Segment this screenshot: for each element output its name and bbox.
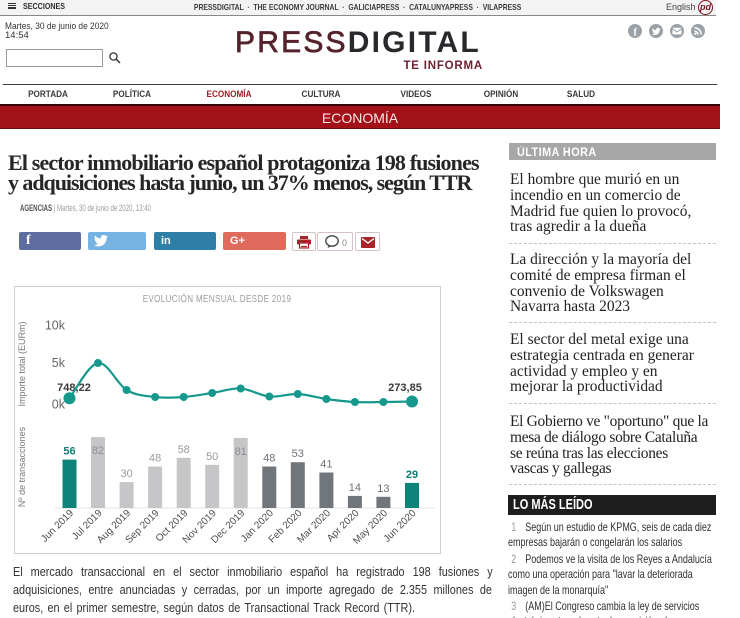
- svg-text:EVOLUCIÓN MENSUAL DESDE 2019: EVOLUCIÓN MENSUAL DESDE 2019: [143, 293, 292, 304]
- svg-text:58: 58: [178, 444, 190, 456]
- svg-text:f: f: [634, 28, 638, 39]
- svg-text:5k: 5k: [52, 356, 66, 370]
- svg-text:0k: 0k: [52, 398, 66, 412]
- svg-text:Importe total (EURm): Importe total (EURm): [17, 321, 27, 406]
- svg-text:81: 81: [235, 446, 247, 458]
- svg-text:10k: 10k: [45, 319, 66, 333]
- svg-text:53: 53: [292, 448, 304, 460]
- svg-text:48: 48: [263, 453, 275, 465]
- svg-text:82: 82: [92, 445, 104, 457]
- svg-text:41: 41: [320, 459, 332, 471]
- svg-text:Nº de transacciones: Nº de transacciones: [17, 426, 27, 507]
- svg-text:273,85: 273,85: [388, 382, 422, 394]
- svg-text:14: 14: [349, 482, 361, 494]
- svg-text:13: 13: [377, 483, 389, 495]
- svg-text:30: 30: [120, 468, 132, 480]
- svg-text:48: 48: [149, 453, 161, 465]
- svg-text:748,22: 748,22: [57, 382, 91, 394]
- svg-text:29: 29: [406, 469, 418, 481]
- svg-text:Jun 2019: Jun 2019: [39, 508, 76, 545]
- svg-text:50: 50: [206, 451, 218, 463]
- svg-text:56: 56: [63, 446, 75, 458]
